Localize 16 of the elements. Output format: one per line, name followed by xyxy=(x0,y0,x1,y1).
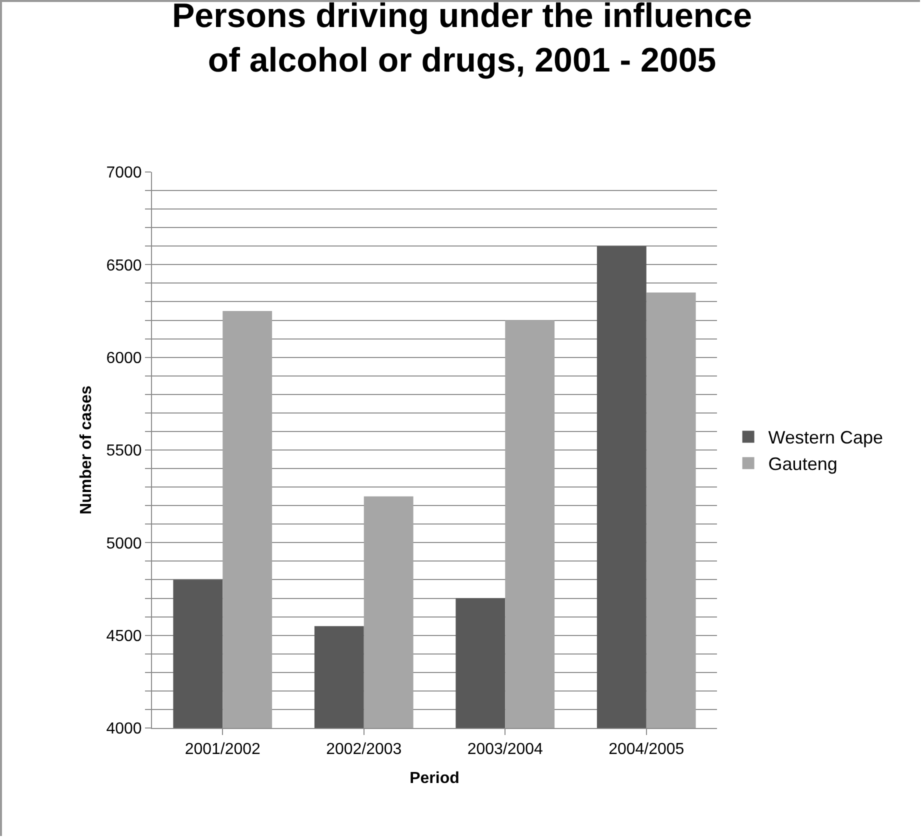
x-tick-label: 2001/2002 xyxy=(184,741,261,758)
legend-label: Gauteng xyxy=(768,454,838,474)
y-axis-title: Number of cases xyxy=(78,385,96,514)
chart-title: Persons driving under the influence of alcohol or drugs, 2001 - 2005 xyxy=(172,0,752,80)
y-tick-label: 4000 xyxy=(106,720,142,738)
x-tick-label: 2002/2003 xyxy=(326,741,402,758)
x-tick-label: 2004/2005 xyxy=(608,741,684,758)
y-tick-label: 5000 xyxy=(106,535,142,552)
y-tick-label: 7000 xyxy=(106,164,142,182)
y-tick-label: 6000 xyxy=(106,350,142,367)
y-tick-label: 6500 xyxy=(106,257,142,274)
legend-label: Western Cape xyxy=(768,428,884,448)
x-axis-title: Period xyxy=(410,770,460,787)
y-tick-label: 4500 xyxy=(106,628,142,645)
x-tick-label: 2003/2004 xyxy=(467,741,544,758)
y-tick-label: 5500 xyxy=(106,442,142,460)
